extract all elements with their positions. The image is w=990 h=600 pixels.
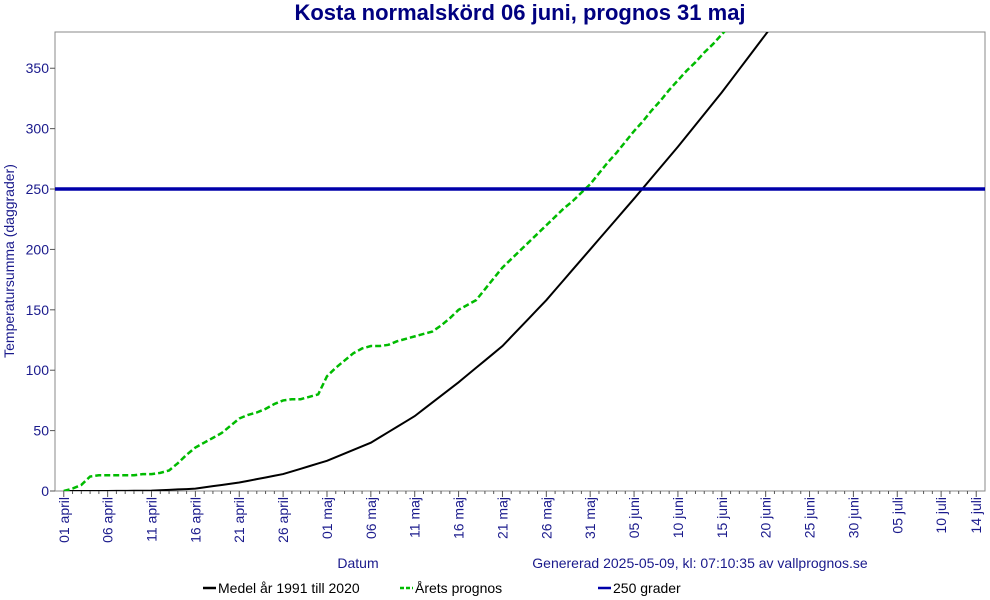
legend-label: Medel år 1991 till 2020 <box>218 580 360 596</box>
plot-area <box>54 31 986 492</box>
x-tick-label: 16 april <box>187 497 203 543</box>
x-tick-label: 06 april <box>100 497 116 543</box>
y-tick-label: 250 <box>26 181 50 197</box>
legend-label: 250 grader <box>613 580 681 596</box>
y-tick-label: 100 <box>26 362 50 378</box>
x-tick-label: 05 juni <box>626 497 642 538</box>
y-tick-label: 200 <box>26 241 50 257</box>
y-tick-label: 300 <box>26 121 50 137</box>
x-tick-label: 20 juni <box>758 497 774 538</box>
x-tick-label: 05 juli <box>889 497 905 534</box>
x-axis-label: Datum <box>337 555 378 571</box>
y-axis-label: Temperatursumma (daggrader) <box>1 164 17 358</box>
series-line <box>63 32 726 491</box>
series-line <box>63 32 769 491</box>
x-tick-label: 21 april <box>231 497 247 543</box>
x-tick-label: 21 maj <box>494 497 510 539</box>
chart-title: Kosta normalskörd 06 juni, prognos 31 ma… <box>294 0 745 25</box>
x-tick-label: 01 april <box>56 497 72 543</box>
legend-label: Årets prognos <box>415 580 502 596</box>
x-tick-label: 11 maj <box>407 497 423 538</box>
x-tick-label: 26 april <box>275 497 291 543</box>
x-tick-label: 15 juni <box>714 497 730 538</box>
x-tick-label: 25 juni <box>802 497 818 538</box>
y-tick-label: 150 <box>26 302 50 318</box>
note: Genererad 2025-05-09, kl: 07:10:35 av va… <box>532 555 868 571</box>
x-tick-label: 10 juli <box>933 497 949 534</box>
y-tick-label: 50 <box>33 423 49 439</box>
x-tick-label: 26 maj <box>538 497 554 539</box>
x-tick-label: 06 maj <box>363 497 379 539</box>
y-tick-label: 0 <box>41 483 49 499</box>
x-tick-label: 14 juli <box>968 497 984 534</box>
x-tick-label: 11 april <box>144 497 160 542</box>
y-tick-label: 350 <box>26 60 50 76</box>
x-tick-label: 10 juni <box>670 497 686 538</box>
x-tick-label: 01 maj <box>319 497 335 539</box>
x-tick-label: 16 maj <box>451 497 467 539</box>
x-tick-label: 30 juni <box>845 497 861 538</box>
x-tick-label: 31 maj <box>582 497 598 539</box>
plot-lines <box>55 32 985 491</box>
